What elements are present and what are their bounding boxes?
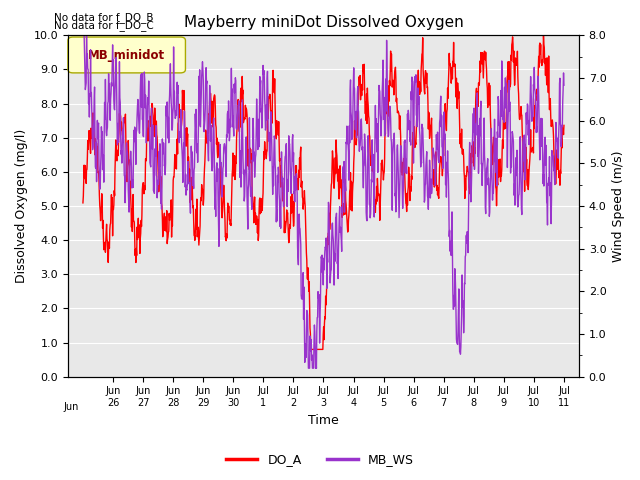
MB_WS [288,169,296,175]
DO_A [307,347,315,352]
Line: MB_WS: MB_WS [83,36,564,368]
DO_A [560,122,568,128]
Text: MB_minidot: MB_minidot [88,48,165,61]
FancyBboxPatch shape [68,37,186,73]
DO_A [540,33,547,38]
Y-axis label: Dissolved Oxygen (mg/l): Dissolved Oxygen (mg/l) [15,129,28,283]
Text: Jun: Jun [63,402,79,412]
MB_WS [332,215,340,220]
Title: Mayberry miniDot Dissolved Oxygen: Mayberry miniDot Dissolved Oxygen [184,15,463,30]
Text: No data for f_DO_C: No data for f_DO_C [54,20,154,31]
DO_A [342,202,350,207]
DO_A [160,215,168,220]
MB_WS [560,83,568,88]
MB_WS [143,126,150,132]
DO_A [143,131,150,137]
MB_WS [305,365,312,371]
Line: DO_A: DO_A [83,36,564,349]
DO_A [288,210,296,216]
MB_WS [160,146,168,152]
MB_WS [79,33,87,38]
Text: No data for f_DO_B: No data for f_DO_B [54,12,154,23]
Legend: DO_A, MB_WS: DO_A, MB_WS [221,448,419,471]
MB_WS [241,175,249,181]
X-axis label: Time: Time [308,414,339,427]
DO_A [79,200,87,206]
Y-axis label: Wind Speed (m/s): Wind Speed (m/s) [612,150,625,262]
DO_A [241,116,249,122]
DO_A [332,137,340,143]
MB_WS [342,139,350,145]
